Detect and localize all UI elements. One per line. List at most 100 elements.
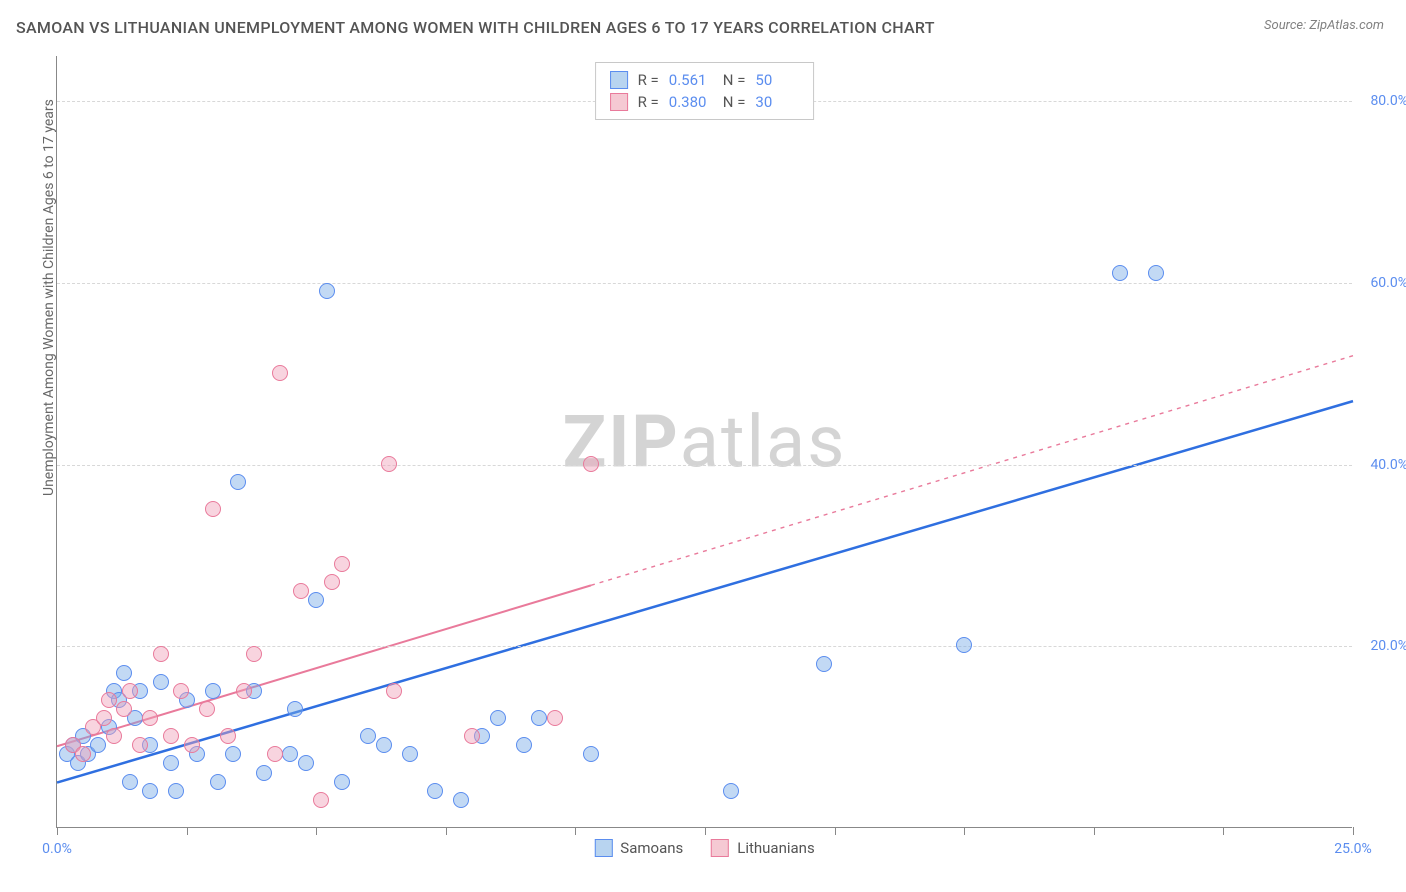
x-tick	[57, 827, 58, 835]
data-point	[256, 765, 272, 781]
y-axis-label: Unemployment Among Women with Children A…	[41, 99, 57, 496]
data-point	[210, 774, 226, 790]
trend-line	[57, 401, 1353, 782]
data-point	[153, 646, 169, 662]
x-tick-label: 25.0%	[1334, 841, 1372, 857]
data-point	[184, 737, 200, 753]
data-point	[287, 701, 303, 717]
data-point	[230, 474, 246, 490]
legend-row: R =0.561N =50	[610, 69, 800, 91]
x-tick	[575, 827, 576, 835]
data-point	[153, 674, 169, 690]
data-point	[816, 656, 832, 672]
legend-r-label: R =	[638, 71, 659, 89]
data-point	[324, 574, 340, 590]
data-point	[272, 365, 288, 381]
plot-area: Unemployment Among Women with Children A…	[56, 56, 1352, 828]
data-point	[75, 746, 91, 762]
data-point	[205, 683, 221, 699]
series-legend: Samoans Lithuanians	[594, 839, 814, 857]
x-tick	[705, 827, 706, 835]
data-point	[122, 683, 138, 699]
x-tick	[835, 827, 836, 835]
legend-item: Lithuanians	[711, 839, 814, 857]
data-point	[490, 710, 506, 726]
data-point	[282, 746, 298, 762]
legend-swatch	[594, 839, 612, 857]
data-point	[236, 683, 252, 699]
x-tick-label: 0.0%	[42, 841, 72, 857]
data-point	[313, 792, 329, 808]
data-point	[246, 646, 262, 662]
data-point	[101, 692, 117, 708]
y-tick-label: 40.0%	[1360, 457, 1406, 473]
legend-label: Lithuanians	[737, 839, 814, 857]
data-point	[1112, 265, 1128, 281]
x-tick	[316, 827, 317, 835]
data-point	[386, 683, 402, 699]
legend-swatch	[610, 93, 628, 111]
x-tick	[1094, 827, 1095, 835]
x-tick	[1223, 827, 1224, 835]
data-point	[583, 746, 599, 762]
legend-n-value: 30	[755, 93, 799, 111]
data-point	[142, 783, 158, 799]
data-point	[122, 774, 138, 790]
x-tick	[1353, 827, 1354, 835]
data-point	[334, 774, 350, 790]
x-tick	[187, 827, 188, 835]
data-point	[298, 755, 314, 771]
data-point	[427, 783, 443, 799]
data-point	[547, 710, 563, 726]
data-point	[956, 637, 972, 653]
data-point	[516, 737, 532, 753]
x-tick	[964, 827, 965, 835]
gridline	[57, 283, 1352, 284]
data-point	[225, 746, 241, 762]
data-point	[381, 456, 397, 472]
data-point	[116, 665, 132, 681]
data-point	[453, 792, 469, 808]
data-point	[531, 710, 547, 726]
legend-n-label: N =	[723, 71, 746, 89]
data-point	[308, 592, 324, 608]
data-point	[90, 737, 106, 753]
data-point	[163, 728, 179, 744]
data-point	[106, 728, 122, 744]
data-point	[173, 683, 189, 699]
legend-label: Samoans	[620, 839, 683, 857]
data-point	[163, 755, 179, 771]
legend-r-label: R =	[638, 93, 659, 111]
data-point	[1148, 265, 1164, 281]
data-point	[116, 701, 132, 717]
correlation-legend: R =0.561N =50R =0.380N =30	[595, 62, 815, 120]
legend-r-value: 0.380	[669, 93, 713, 111]
data-point	[402, 746, 418, 762]
data-point	[723, 783, 739, 799]
data-point	[220, 728, 236, 744]
y-tick-label: 20.0%	[1360, 638, 1406, 654]
y-tick-label: 80.0%	[1360, 93, 1406, 109]
data-point	[168, 783, 184, 799]
legend-swatch	[711, 839, 729, 857]
data-point	[319, 283, 335, 299]
data-point	[96, 710, 112, 726]
chart-title: SAMOAN VS LITHUANIAN UNEMPLOYMENT AMONG …	[16, 18, 935, 37]
data-point	[293, 583, 309, 599]
data-point	[132, 737, 148, 753]
data-point	[205, 501, 221, 517]
data-point	[583, 456, 599, 472]
source-attribution: Source: ZipAtlas.com	[1264, 18, 1384, 33]
data-point	[360, 728, 376, 744]
legend-n-value: 50	[755, 71, 799, 89]
data-point	[267, 746, 283, 762]
data-point	[199, 701, 215, 717]
x-tick	[446, 827, 447, 835]
trend-lines-layer	[57, 56, 1352, 827]
legend-item: Samoans	[594, 839, 683, 857]
data-point	[142, 710, 158, 726]
gridline	[57, 465, 1352, 466]
data-point	[334, 556, 350, 572]
data-point	[376, 737, 392, 753]
legend-n-label: N =	[723, 93, 746, 111]
